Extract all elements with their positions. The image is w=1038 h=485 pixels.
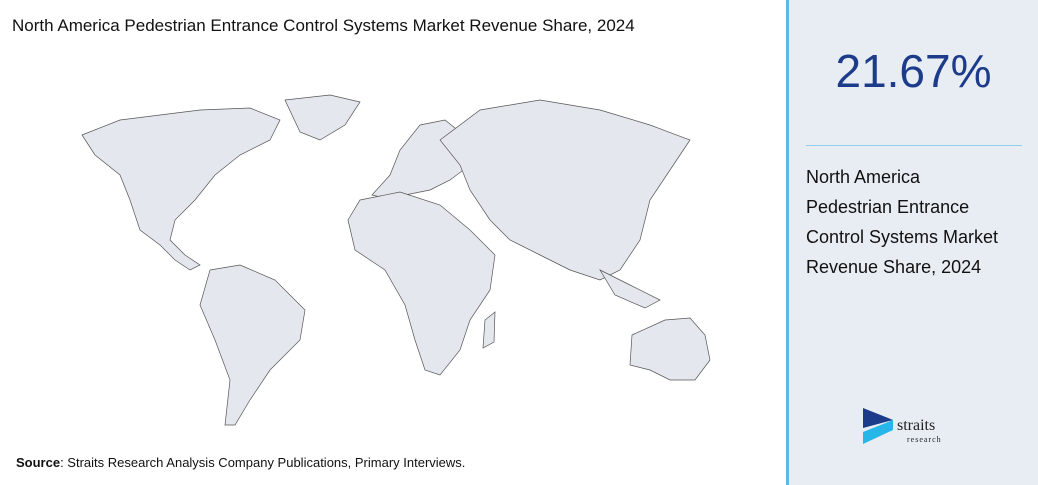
logo-name: straits xyxy=(897,417,935,434)
stat-panel: 21.67% North America Pedestrian Entrance… xyxy=(789,0,1038,485)
stat-value: 21.67% xyxy=(835,45,992,97)
divider xyxy=(786,0,789,485)
logo: straits research xyxy=(863,408,942,444)
source-text: : Straits Research Analysis Company Publ… xyxy=(60,455,466,470)
stat-description: North America Pedestrian Entrance Contro… xyxy=(806,167,999,277)
world-map xyxy=(81,94,711,426)
source: Source: Straits Research Analysis Compan… xyxy=(16,455,465,470)
source-label: Source xyxy=(16,455,61,470)
rule xyxy=(806,145,1022,146)
title: North America Pedestrian Entrance Contro… xyxy=(12,16,635,35)
logo-tagline: research xyxy=(907,435,942,444)
